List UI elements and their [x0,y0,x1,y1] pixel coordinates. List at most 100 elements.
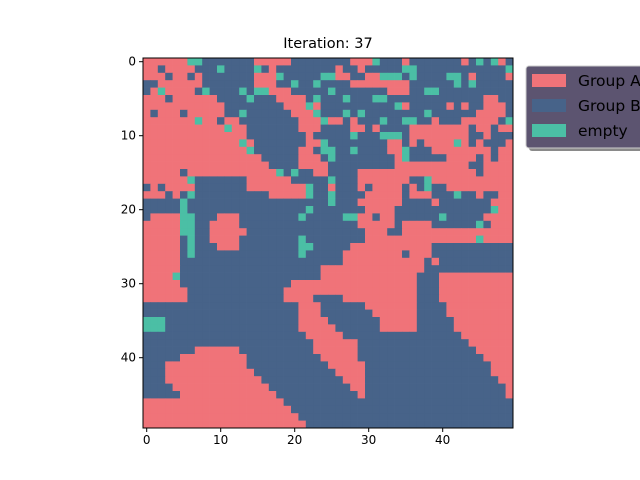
heatmap-cell [379,317,388,325]
heatmap-cell [357,376,366,384]
heatmap-cell [476,302,484,310]
heatmap-cell [387,198,395,207]
heatmap-cell [172,228,181,236]
heatmap-cell [394,95,403,103]
heatmap-cell [424,146,432,155]
heatmap-cell [276,250,284,259]
heatmap-cell [416,413,425,421]
heatmap-cell [342,250,351,259]
heatmap-cell [350,420,358,429]
heatmap-cell [246,235,255,244]
heatmap-cell [379,146,388,155]
heatmap-cell [157,405,166,414]
heatmap-cell [231,280,240,288]
heatmap-cell [372,324,381,333]
heatmap-cell [246,87,255,96]
heatmap-cell [143,287,151,296]
heatmap-cell [483,198,492,207]
heatmap-cell [350,228,358,236]
heatmap-cell [461,324,469,333]
heatmap-cell [461,383,469,392]
heatmap-cell [261,339,270,347]
heatmap-cell [490,302,499,310]
heatmap-cell [387,169,395,177]
heatmap-cell [505,383,514,392]
heatmap-cell [298,65,307,74]
heatmap-cell [365,109,373,118]
heatmap-cell [305,198,314,207]
heatmap-cell [505,294,514,303]
heatmap-cell [283,250,292,259]
heatmap-cell [468,294,477,303]
heatmap-cell [202,198,210,207]
heatmap-cell [372,109,381,118]
heatmap-cell [387,331,395,340]
heatmap-cell [320,206,329,214]
heatmap-cell [143,65,151,74]
heatmap-cell [283,420,292,429]
heatmap-cell [165,169,173,177]
heatmap-cell [246,413,255,421]
heatmap-cell [505,354,514,362]
heatmap-cell [224,183,233,192]
heatmap-cell [217,280,225,288]
heatmap-cell [254,243,262,251]
heatmap-cell [224,257,233,266]
heatmap-cell [320,95,329,103]
heatmap-cell [283,72,292,81]
heatmap-cell [490,361,499,370]
heatmap-cell [231,294,240,303]
heatmap-cell [498,183,506,192]
heatmap-cell [394,324,403,333]
heatmap-cell [268,124,277,133]
heatmap-cell [476,368,484,377]
heatmap-cell [320,176,329,185]
heatmap-cell [217,161,225,170]
heatmap-cell [357,80,366,88]
heatmap-cell [372,257,381,266]
heatmap-cell [490,391,499,399]
heatmap-cell [335,102,344,111]
heatmap-cell [372,413,381,421]
heatmap-cell [402,117,410,125]
heatmap-cell [365,376,373,384]
heatmap-cell [305,72,314,81]
heatmap-cell [291,420,299,429]
heatmap-cell [246,198,255,207]
heatmap-cell [446,154,455,162]
heatmap-cell [298,361,307,370]
heatmap-cell [239,132,247,140]
heatmap-cell [291,102,299,111]
heatmap-cell [387,220,395,229]
heatmap-cell [202,302,210,310]
heatmap-cell [483,324,492,333]
heatmap-cell [505,154,514,162]
heatmap-cell [372,294,381,303]
heatmap-cell [180,420,188,429]
heatmap-cell [350,132,358,140]
heatmap-cell [305,206,314,214]
heatmap-cell [350,243,358,251]
heatmap-cell [298,198,307,207]
heatmap-cell [180,309,188,318]
heatmap-cell [217,361,225,370]
heatmap-cell [187,250,196,259]
heatmap-cell [328,346,336,355]
heatmap-cell [409,198,418,207]
heatmap-cell [498,169,506,177]
heatmap-cell [409,102,418,111]
heatmap-cell [372,206,381,214]
heatmap-cell [461,272,469,281]
heatmap-cell [446,324,455,333]
heatmap-cell [202,391,210,399]
heatmap-cell [239,139,247,148]
heatmap-cell [276,220,284,229]
heatmap-cell [490,272,499,281]
heatmap-cell [328,95,336,103]
heatmap-cell [453,95,462,103]
heatmap-cell [180,206,188,214]
heatmap-cell [453,235,462,244]
heatmap-cell [461,95,469,103]
heatmap-cell [431,405,440,414]
x-tick-label: 40 [435,433,450,447]
